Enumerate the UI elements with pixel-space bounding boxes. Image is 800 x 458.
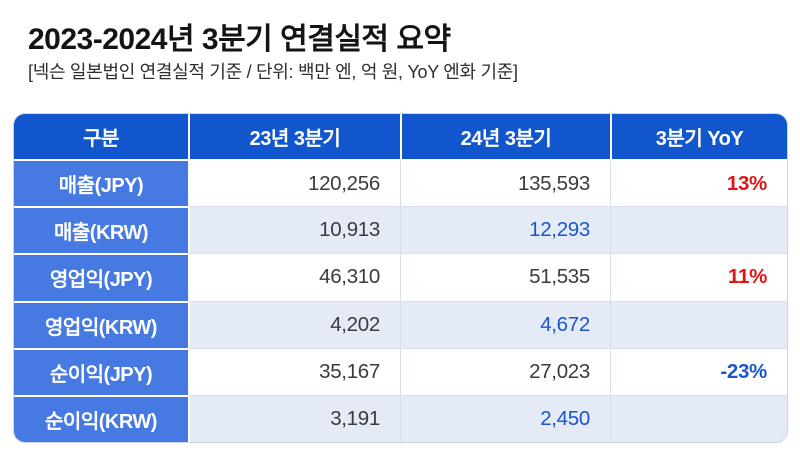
cell-operating-profit-krw-q3-2023: 4,202 bbox=[188, 300, 400, 348]
row-label-revenue-jpy: 매출(JPY) bbox=[14, 159, 188, 207]
cell-revenue-jpy-q3-2023: 120,256 bbox=[188, 159, 400, 207]
header-cell-category: 구분 bbox=[14, 114, 188, 159]
cell-net-profit-jpy-q3-2024: 27,023 bbox=[400, 347, 610, 395]
cell-operating-profit-jpy-q3-2023: 46,310 bbox=[188, 253, 400, 301]
header-cell-q3-2023: 23년 3분기 bbox=[188, 114, 400, 159]
row-label-net-profit-jpy: 순이익(JPY) bbox=[14, 347, 188, 395]
cell-revenue-krw-q3-2023: 10,913 bbox=[188, 206, 400, 254]
cell-revenue-jpy-yoy: 13% bbox=[610, 159, 787, 207]
row-label-operating-profit-krw: 영업익(KRW) bbox=[14, 300, 188, 348]
cell-revenue-krw-q3-2024: 12,293 bbox=[400, 206, 610, 254]
cell-net-profit-krw-q3-2024: 2,450 bbox=[400, 394, 610, 442]
cell-revenue-jpy-q3-2024: 135,593 bbox=[400, 159, 610, 207]
row-label-operating-profit-jpy: 영업익(JPY) bbox=[14, 253, 188, 301]
page-title: 2023-2024년 3분기 연결실적 요약 bbox=[28, 23, 451, 56]
cell-operating-profit-krw-q3-2024: 4,672 bbox=[400, 300, 610, 348]
cell-net-profit-jpy-q3-2023: 35,167 bbox=[188, 347, 400, 395]
cell-net-profit-krw-q3-2023: 3,191 bbox=[188, 394, 400, 442]
header-cell-q3-2024: 24년 3분기 bbox=[400, 114, 610, 159]
row-label-net-profit-krw: 순이익(KRW) bbox=[14, 394, 188, 442]
cell-operating-profit-jpy-yoy: 11% bbox=[610, 253, 787, 301]
row-label-revenue-krw: 매출(KRW) bbox=[14, 206, 188, 254]
header-cell-yoy: 3분기 YoY bbox=[610, 114, 787, 159]
cell-operating-profit-krw-yoy bbox=[610, 300, 787, 348]
results-table: 구분 23년 3분기 24년 3분기 3분기 YoY 매출(JPY) 120,2… bbox=[13, 113, 788, 443]
cell-revenue-krw-yoy bbox=[610, 206, 787, 254]
cell-operating-profit-jpy-q3-2024: 51,535 bbox=[400, 253, 610, 301]
cell-net-profit-jpy-yoy: -23% bbox=[610, 347, 787, 395]
cell-net-profit-krw-yoy bbox=[610, 394, 787, 442]
page-subtitle: [넥슨 일본법인 연결실적 기준 / 단위: 백만 엔, 억 원, YoY 엔화… bbox=[28, 62, 518, 82]
